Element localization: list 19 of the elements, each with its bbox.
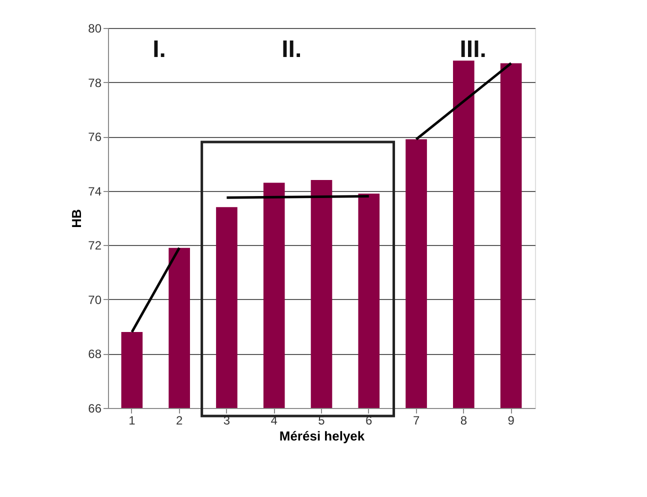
y-tick-label: 74 xyxy=(88,184,102,198)
y-tick-label: 72 xyxy=(88,238,102,253)
x-tick-label: 2 xyxy=(176,414,183,428)
y-tick-label: 78 xyxy=(88,76,102,90)
x-tick-label: 1 xyxy=(128,414,136,428)
annotation: I. xyxy=(152,36,166,63)
y-tick-label: 68 xyxy=(88,347,102,362)
annotation: II. xyxy=(282,36,302,63)
x-axis-title: Mérési helyek xyxy=(279,428,366,444)
y-tick-label: 70 xyxy=(88,292,102,307)
y-tick-label: 80 xyxy=(88,22,102,36)
annotation: III. xyxy=(460,36,486,63)
y-tick-label: 76 xyxy=(88,130,102,144)
y-tick-label: 66 xyxy=(88,402,102,416)
x-tick-label: 9 xyxy=(508,414,515,428)
x-tick-label: 8 xyxy=(460,414,468,428)
y-axis-title: HB xyxy=(69,209,84,228)
x-tick-label: 4 xyxy=(270,414,278,428)
x-tick-label: 7 xyxy=(412,414,420,428)
